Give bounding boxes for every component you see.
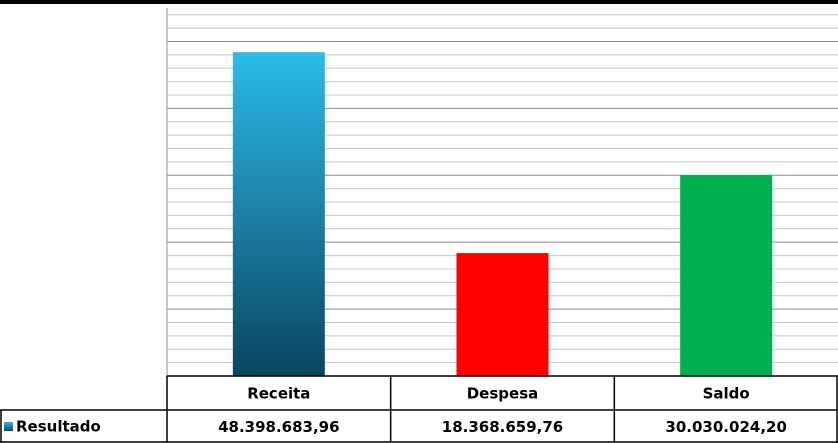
bar bbox=[232, 52, 325, 377]
value-label: 48.398.683,96 bbox=[218, 418, 339, 436]
bar bbox=[456, 253, 549, 376]
top-border bbox=[0, 0, 838, 4]
value-label: 18.368.659,76 bbox=[442, 418, 563, 436]
value-label: 30.030.024,20 bbox=[665, 418, 786, 436]
category-label: Saldo bbox=[703, 385, 750, 403]
category-label: Despesa bbox=[467, 385, 539, 403]
legend-swatch bbox=[4, 422, 13, 431]
legend-label: Resultado bbox=[16, 418, 101, 436]
bar bbox=[680, 175, 773, 376]
category-label: Receita bbox=[247, 385, 310, 403]
